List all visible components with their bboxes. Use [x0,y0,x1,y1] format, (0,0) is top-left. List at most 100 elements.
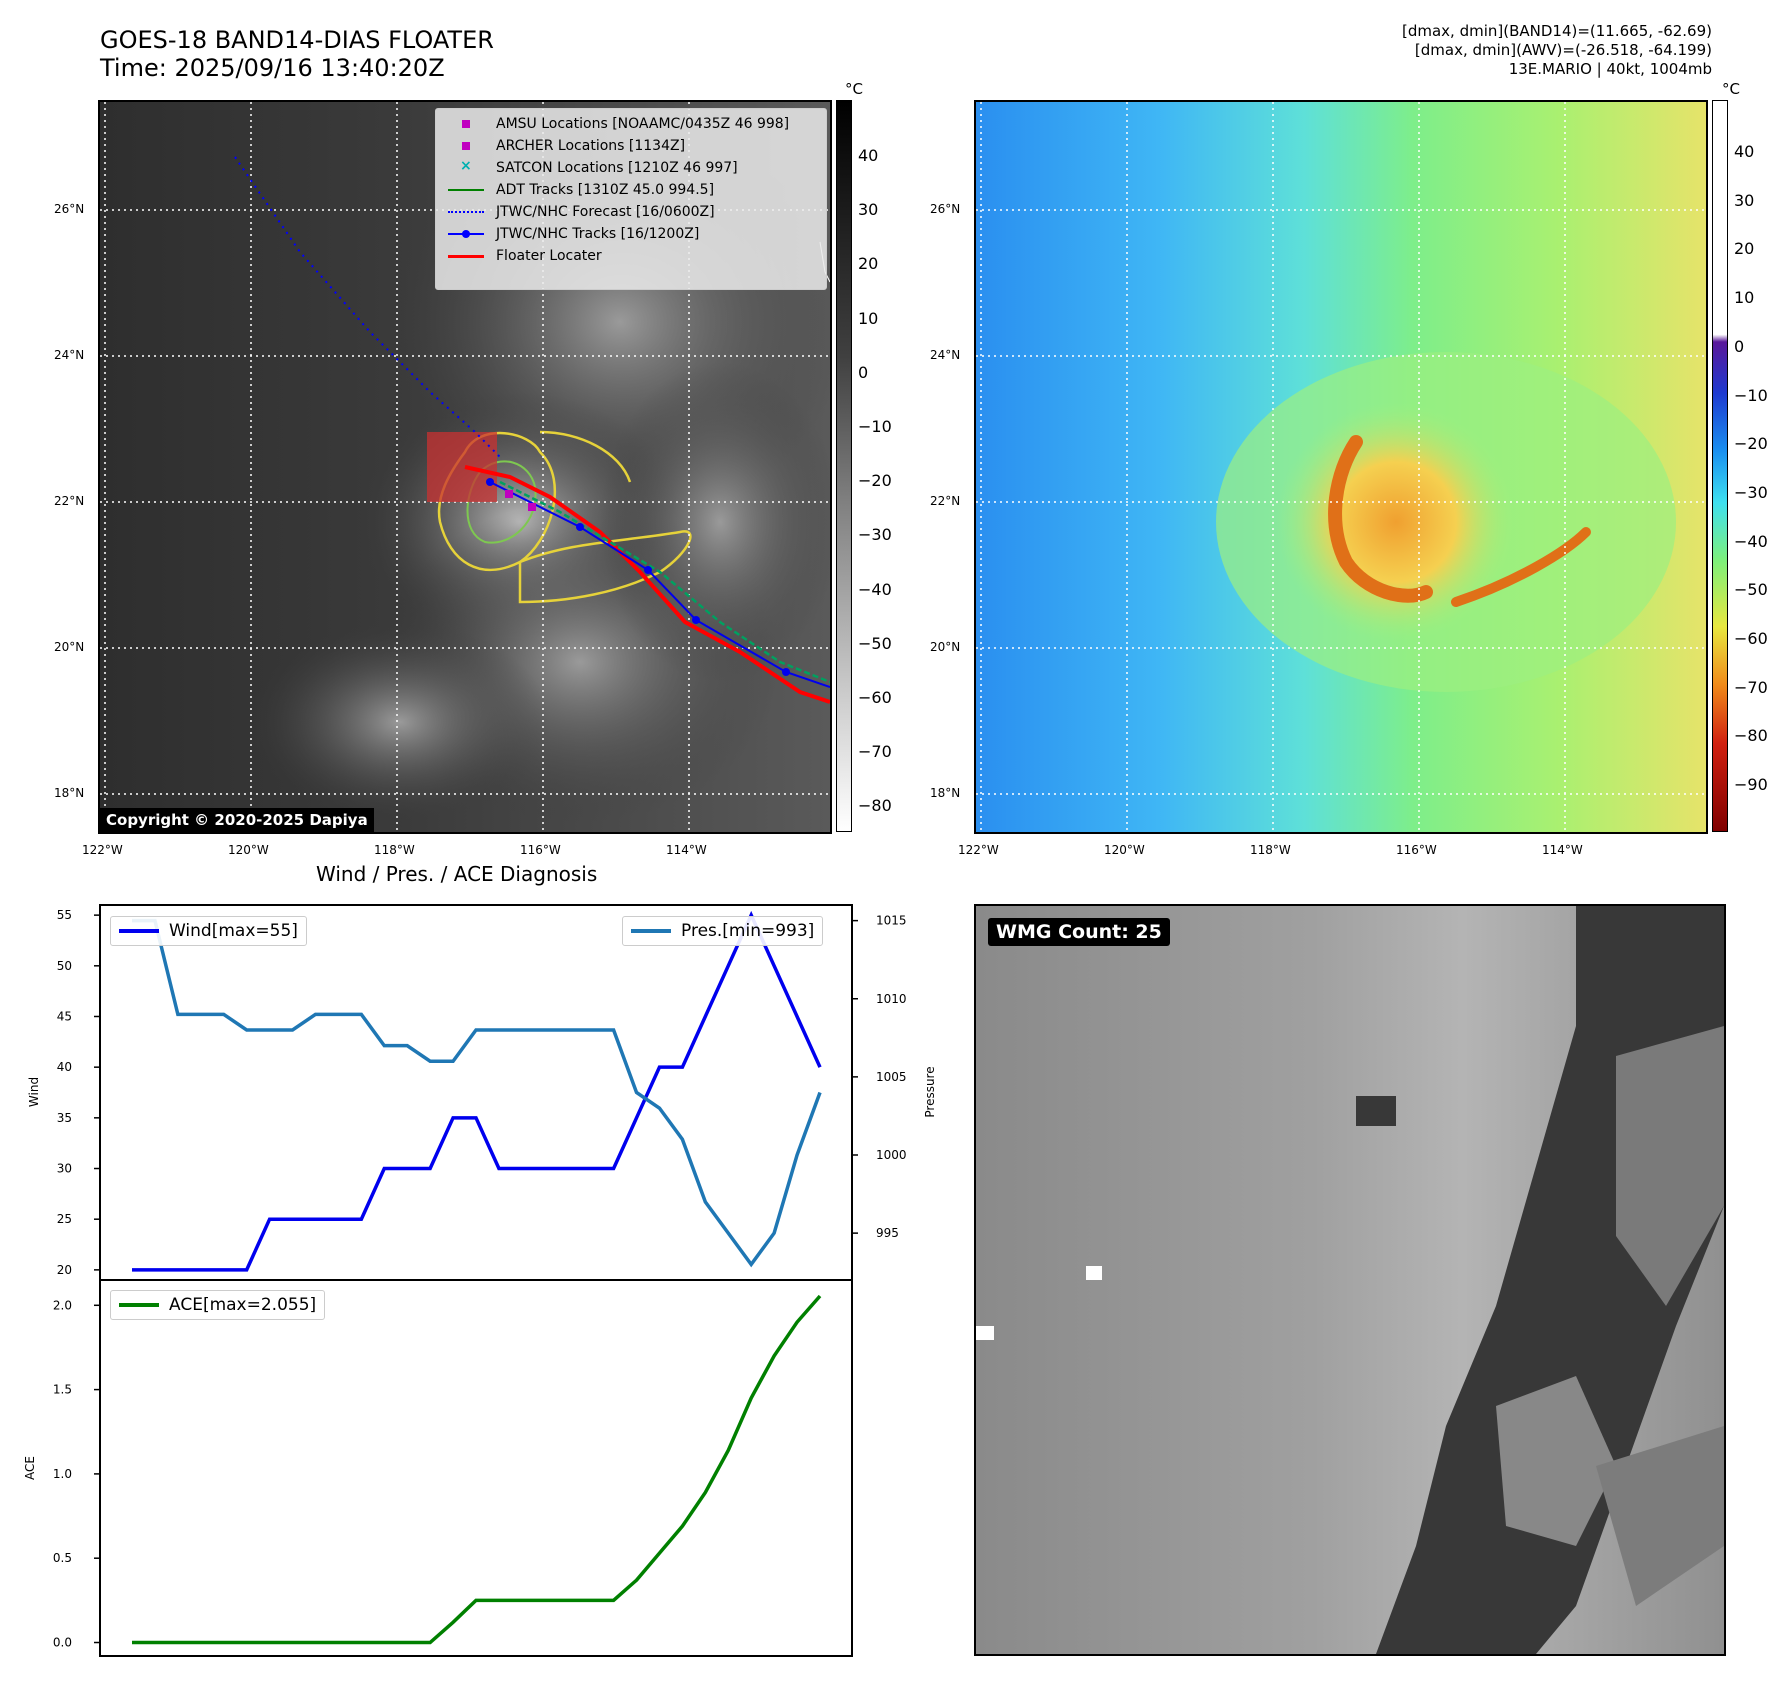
colorbar-tick-label: 10 [858,308,879,328]
colorbar-tick-label: −30 [1734,482,1768,502]
lon-label: 116°W [520,843,561,857]
legend-forecast: JTWC/NHC Forecast [16/0600Z] [446,201,715,223]
ace-ytick-label: 1.0 [53,1467,72,1481]
legend-floater: Floater Locater [446,245,602,267]
ace-legend: ACE[max=2.055] [110,1290,326,1320]
wmg-panel: WMG Count: 25 [974,904,1726,1656]
wind-plot-frame [99,904,853,1281]
time-text: Time: 2025/09/16 13:40:20Z [100,54,445,82]
colorbar-tick-label: −10 [1734,385,1768,405]
figure-title: GOES-18 BAND14-DIAS FLOATER Time: 2025/0… [100,26,494,82]
lat-label: 24°N [54,348,85,362]
ace-ytick-label: 0.5 [53,1551,72,1565]
jtwc-points [486,478,790,676]
awv-map-svg [976,102,1706,832]
pressure-ytick-label: 1015 [876,914,907,928]
awv-colorbar [1712,100,1728,832]
ace-ytick-label: 1.5 [53,1383,72,1397]
colorbar-tick-label: 40 [858,146,879,165]
colorbar-tick-label: 10 [1734,288,1755,308]
wind-ytick-label: 45 [57,1009,72,1023]
floater-track [464,465,830,704]
ace-series-line [132,1294,822,1645]
pressure-legend-line [631,929,671,933]
colorbar-tick-label: 30 [1734,190,1755,210]
wind-ytick-label: 30 [57,1162,72,1176]
colorbar-tick-label: −90 [1734,775,1768,795]
colorbar-tick-label: −60 [1734,629,1768,648]
info-band14: [dmax, dmin](BAND14)=(11.665, -62.69) [1401,22,1712,40]
forecast-track [234,156,501,458]
colorbar-tick-label: −60 [858,688,892,707]
ace-ytick-label: 2.0 [53,1298,72,1312]
lon-label: 122°W [958,843,999,857]
colorbar-tick-label: −80 [1734,726,1768,746]
map-legend: AMSU Locations [NOAAMC/0435Z 46 998] ARC… [435,108,827,290]
colorbar-tick-label: −40 [858,579,892,599]
pressure-ytick-label: 1010 [876,992,907,1006]
lon-label: 120°W [1104,843,1145,857]
lat-label: 26°N [54,202,85,216]
info-block: [dmax, dmin](BAND14)=(11.665, -62.69) [d… [1402,22,1712,79]
legend-satcon: × SATCON Locations [1210Z 46 997] [460,158,738,176]
gray-colorbar [836,100,852,832]
ace-plot-frame [99,1280,853,1657]
colorbar-tick-label: −50 [1734,580,1768,600]
jtwc-track [489,481,830,688]
info-storm: 13E.MARIO | 40kt, 1004mb [1508,60,1712,78]
lat-label: 22°N [930,494,961,508]
legend-jtwc-tracks: JTWC/NHC Tracks [16/1200Z] [446,223,699,245]
lon-label: 116°W [1396,843,1437,857]
lat-label: 20°N [54,640,85,654]
colorbar-tick-label: −40 [1734,531,1768,551]
pressure-ytick-label: 995 [876,1226,899,1240]
wind-series-line [132,910,822,1272]
wind-pressure-chart: Wind Pressure 55 50 45 40 35 30 25 20 1015 1010 10… [27,904,937,1281]
wind-legend-label: Wind[max=55] [169,921,298,941]
lon-label: 118°W [1250,843,1291,857]
awv-map-panel [974,100,1708,834]
lat-label: 24°N [930,348,961,362]
pressure-ytick-label: 1005 [876,1070,907,1084]
ace-chart: ACE 2.0 1.5 1.0 0.5 0.0 [23,1280,853,1657]
archer-marker [528,503,536,511]
lat-label: 22°N [54,494,85,508]
lon-label: 114°W [1542,843,1583,857]
awv-colorbar-unit: °C [1722,80,1740,98]
lat-label: 26°N [930,202,961,216]
wind-ylabel: Wind [27,1077,41,1107]
colorbar-tick-label: 20 [858,254,879,274]
colorbar-tick-label: 30 [858,200,879,220]
legend-amsu: AMSU Locations [NOAAMC/0435Z 46 998] [446,113,789,135]
wind-ytick-label: 35 [57,1111,72,1125]
wind-legend: Wind[max=55] [110,916,307,946]
copyright-badge: Copyright © 2020-2025 Dapiya [100,808,374,832]
ace-legend-label: ACE[max=2.055] [169,1295,317,1315]
amsu-marker [505,490,513,498]
ir-map-panel: AMSU Locations [NOAAMC/0435Z 46 998] ARC… [98,100,832,834]
legend-adt: ADT Tracks [1310Z 45.0 994.5] [446,179,714,201]
ace-legend-line [119,1303,159,1307]
lat-label: 18°N [54,786,85,800]
ace-ylabel: ACE [23,1456,37,1480]
pressure-series-line [132,918,822,1268]
title-text: GOES-18 BAND14-DIAS FLOATER [100,26,494,54]
colorbar-tick-label: −20 [858,471,892,491]
adt-track [499,480,830,684]
pressure-ylabel: Pressure [923,1066,937,1117]
colorbar-tick-label: −80 [858,796,892,816]
colorbar-tick-label: 40 [1734,142,1755,161]
wmg-count-badge: WMG Count: 25 [988,918,1170,946]
diagnosis-title: Wind / Pres. / ACE Diagnosis [316,862,598,886]
wind-ytick-label: 50 [57,959,72,973]
lat-label: 20°N [930,640,961,654]
pressure-legend: Pres.[min=993] [622,916,824,946]
wind-ytick-label: 55 [57,908,72,922]
colorbar-tick-label: 0 [858,362,869,382]
wind-legend-line [119,929,159,933]
wind-ytick-label: 20 [57,1263,72,1277]
colorbar-tick-label: −10 [858,417,892,436]
pressure-legend-label: Pres.[min=993] [681,921,815,941]
lat-label: 18°N [930,786,961,800]
gray-colorbar-unit: °C [845,80,863,98]
